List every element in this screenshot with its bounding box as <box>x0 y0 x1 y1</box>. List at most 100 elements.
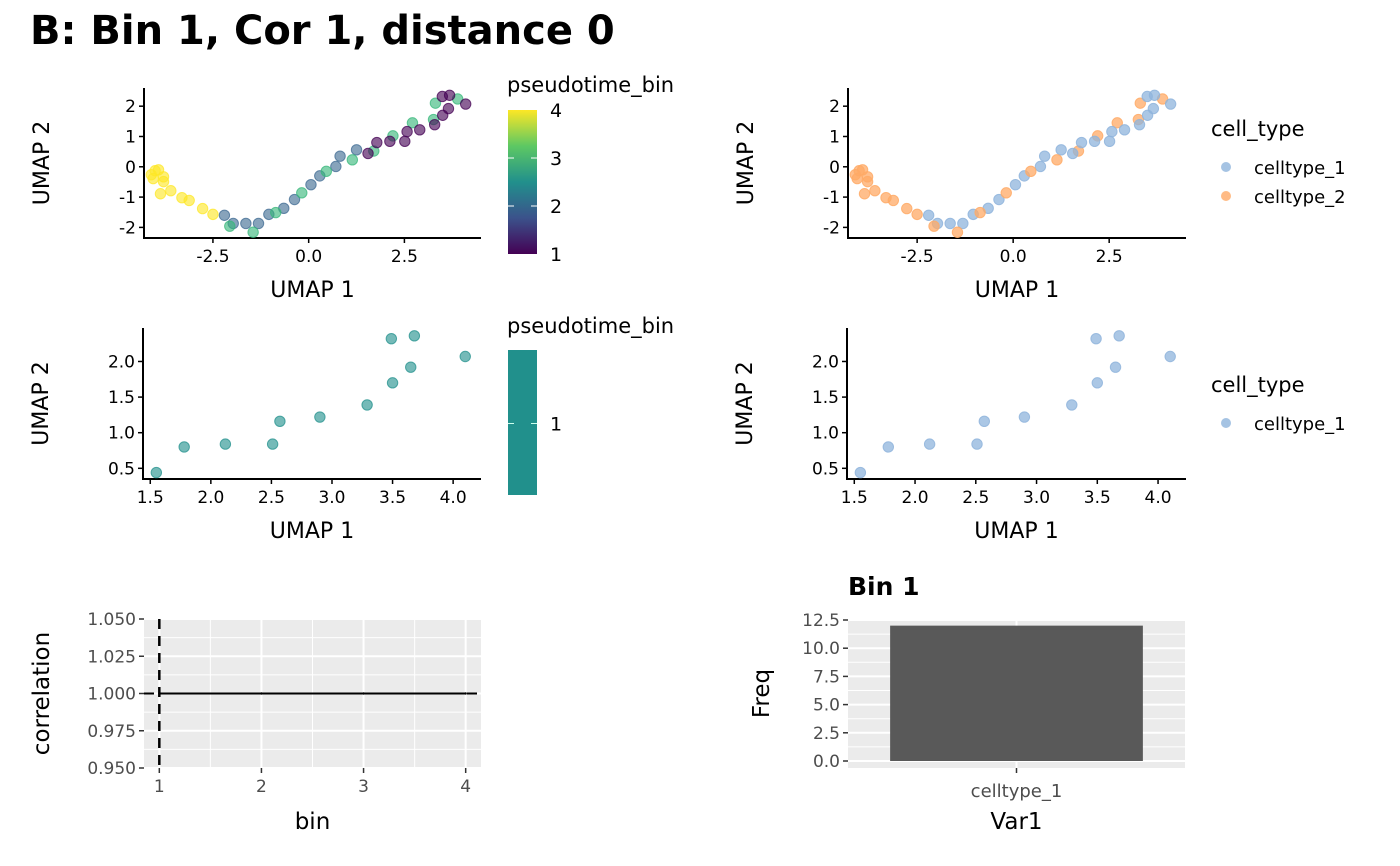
x-tick-label: 0.0 <box>1000 247 1027 267</box>
umap-celltype-bin1-panel: 1.5 2.0 2.5 3.0 3.5 4.0 0.5 1.0 1.5 2.0 UMAP 1 UMAP… <box>733 328 1346 544</box>
y-tick-label: 0 <box>125 158 136 178</box>
legend-title: pseudotime_bin <box>507 73 674 98</box>
scatter-point <box>1034 160 1047 173</box>
scatter-point <box>1148 89 1161 101</box>
y-tick-label: 1.025 <box>87 647 136 667</box>
scatter-point <box>993 193 1005 206</box>
y-axis-label: UMAP 2 <box>29 361 54 445</box>
umap-celltype-all-panel: -2.5 0.0 2.5 -2 -1 0 1 2 UMAP 1 UMAP 2 cell_typece… <box>734 88 1346 303</box>
y-tick-label: 1.0 <box>812 424 839 444</box>
y-tick-label: 0.0 <box>813 752 840 772</box>
y-tick-label: 2.0 <box>108 352 135 372</box>
scatter-point <box>901 202 913 215</box>
legend-entry-label: celltype_1 <box>1254 414 1346 435</box>
scatter-point <box>157 175 170 188</box>
x-tick-label: -2.5 <box>196 247 229 267</box>
legend-entry-label: celltype_1 <box>1254 158 1346 179</box>
scatter-point <box>1147 102 1160 115</box>
y-axis-label: UMAP 2 <box>733 361 758 445</box>
scatter-point <box>1025 165 1037 178</box>
legend-title: pseudotime_bin <box>507 314 674 339</box>
scatter-point <box>401 125 413 138</box>
scatter-point <box>1164 350 1176 363</box>
x-tick-label: 2.5 <box>1096 247 1123 267</box>
y-tick-label: 0.975 <box>87 722 136 742</box>
scatter-point <box>165 185 177 197</box>
scatter-point <box>1018 411 1031 423</box>
y-tick-label: 1 <box>829 127 840 147</box>
scatter-point <box>978 415 991 428</box>
scatter-point <box>296 187 308 199</box>
scatter-point <box>1090 332 1102 345</box>
x-tick-label: 1 <box>154 777 165 797</box>
scatter-point <box>923 438 936 450</box>
scatter-point <box>361 399 373 411</box>
scatter-point <box>1051 154 1063 166</box>
scatter-point <box>385 332 398 345</box>
x-tick-label: celltype_1 <box>971 781 1063 802</box>
scatter-point <box>951 226 964 238</box>
y-tick-label: 0.950 <box>87 759 136 779</box>
y-tick-label: 0 <box>829 158 840 178</box>
x-tick-label: 0.0 <box>295 247 322 267</box>
scatter-point <box>1134 97 1146 109</box>
scatter-point <box>414 124 426 136</box>
legend-entry-label: celltype_2 <box>1254 187 1346 208</box>
scatter-point <box>252 217 265 230</box>
y-tick-label: 0.5 <box>108 459 135 479</box>
scatter-point <box>429 97 442 109</box>
y-tick-label: 7.5 <box>813 667 840 687</box>
y-axis-label: UMAP 2 <box>734 121 759 205</box>
x-tick-label: 2.0 <box>902 488 929 508</box>
scatter-point <box>1106 125 1118 138</box>
x-tick-label: 3.0 <box>1023 488 1050 508</box>
x-tick-label: 2.0 <box>197 488 224 508</box>
colorbar-tick-label: 1 <box>550 244 562 266</box>
scatter-point <box>196 202 209 215</box>
scatter-point <box>869 185 881 197</box>
x-tick-label: 1.5 <box>841 488 868 508</box>
scatter-point <box>240 217 252 230</box>
line-point <box>362 692 365 695</box>
y-tick-label: 1.050 <box>87 610 136 630</box>
x-tick-label: 2.5 <box>258 488 285 508</box>
scatter-point <box>861 175 874 188</box>
legend-key-icon <box>1221 191 1231 201</box>
scatter-point <box>219 438 232 450</box>
y-tick-label: -1 <box>119 188 136 208</box>
scatter-point <box>1164 98 1177 110</box>
legend-title: cell_type <box>1211 373 1305 398</box>
scatter-point <box>851 172 863 185</box>
y-tick-label: 2 <box>829 97 840 117</box>
x-axis-label: UMAP 1 <box>974 519 1058 544</box>
scatter-point <box>405 361 417 373</box>
scatter-point <box>1000 187 1012 199</box>
x-tick-label: 3.0 <box>318 488 345 508</box>
line-point <box>464 692 467 695</box>
y-tick-label: 5.0 <box>813 696 840 716</box>
scatter-point <box>459 98 472 110</box>
scatter-point <box>944 217 956 230</box>
scatter-point <box>274 415 286 428</box>
x-tick-label: 4.0 <box>1145 488 1172 508</box>
legend-key-icon <box>1221 162 1231 172</box>
scatter-point <box>266 438 279 450</box>
scatter-point <box>1088 135 1101 148</box>
scatter-point <box>386 377 399 389</box>
scatter-point <box>406 117 419 129</box>
line-point <box>260 692 263 695</box>
scatter-point <box>314 411 326 423</box>
y-tick-label: 1.5 <box>812 388 839 408</box>
scatter-point <box>154 188 167 200</box>
y-tick-label: 2.5 <box>813 724 840 744</box>
legend-key-icon <box>1221 418 1231 428</box>
scatter-point <box>346 154 359 166</box>
x-tick-label: 3.5 <box>1084 488 1111 508</box>
correlation-panel: 0.950 0.975 1.000 1.025 1.050 1 2 3 4 bin correlat… <box>29 610 481 835</box>
x-axis-label: UMAP 1 <box>975 278 1059 303</box>
x-tick-label: 2.5 <box>962 488 989 508</box>
line-point <box>158 692 161 695</box>
x-tick-label: 3 <box>358 777 369 797</box>
y-axis-label: UMAP 2 <box>30 121 55 205</box>
